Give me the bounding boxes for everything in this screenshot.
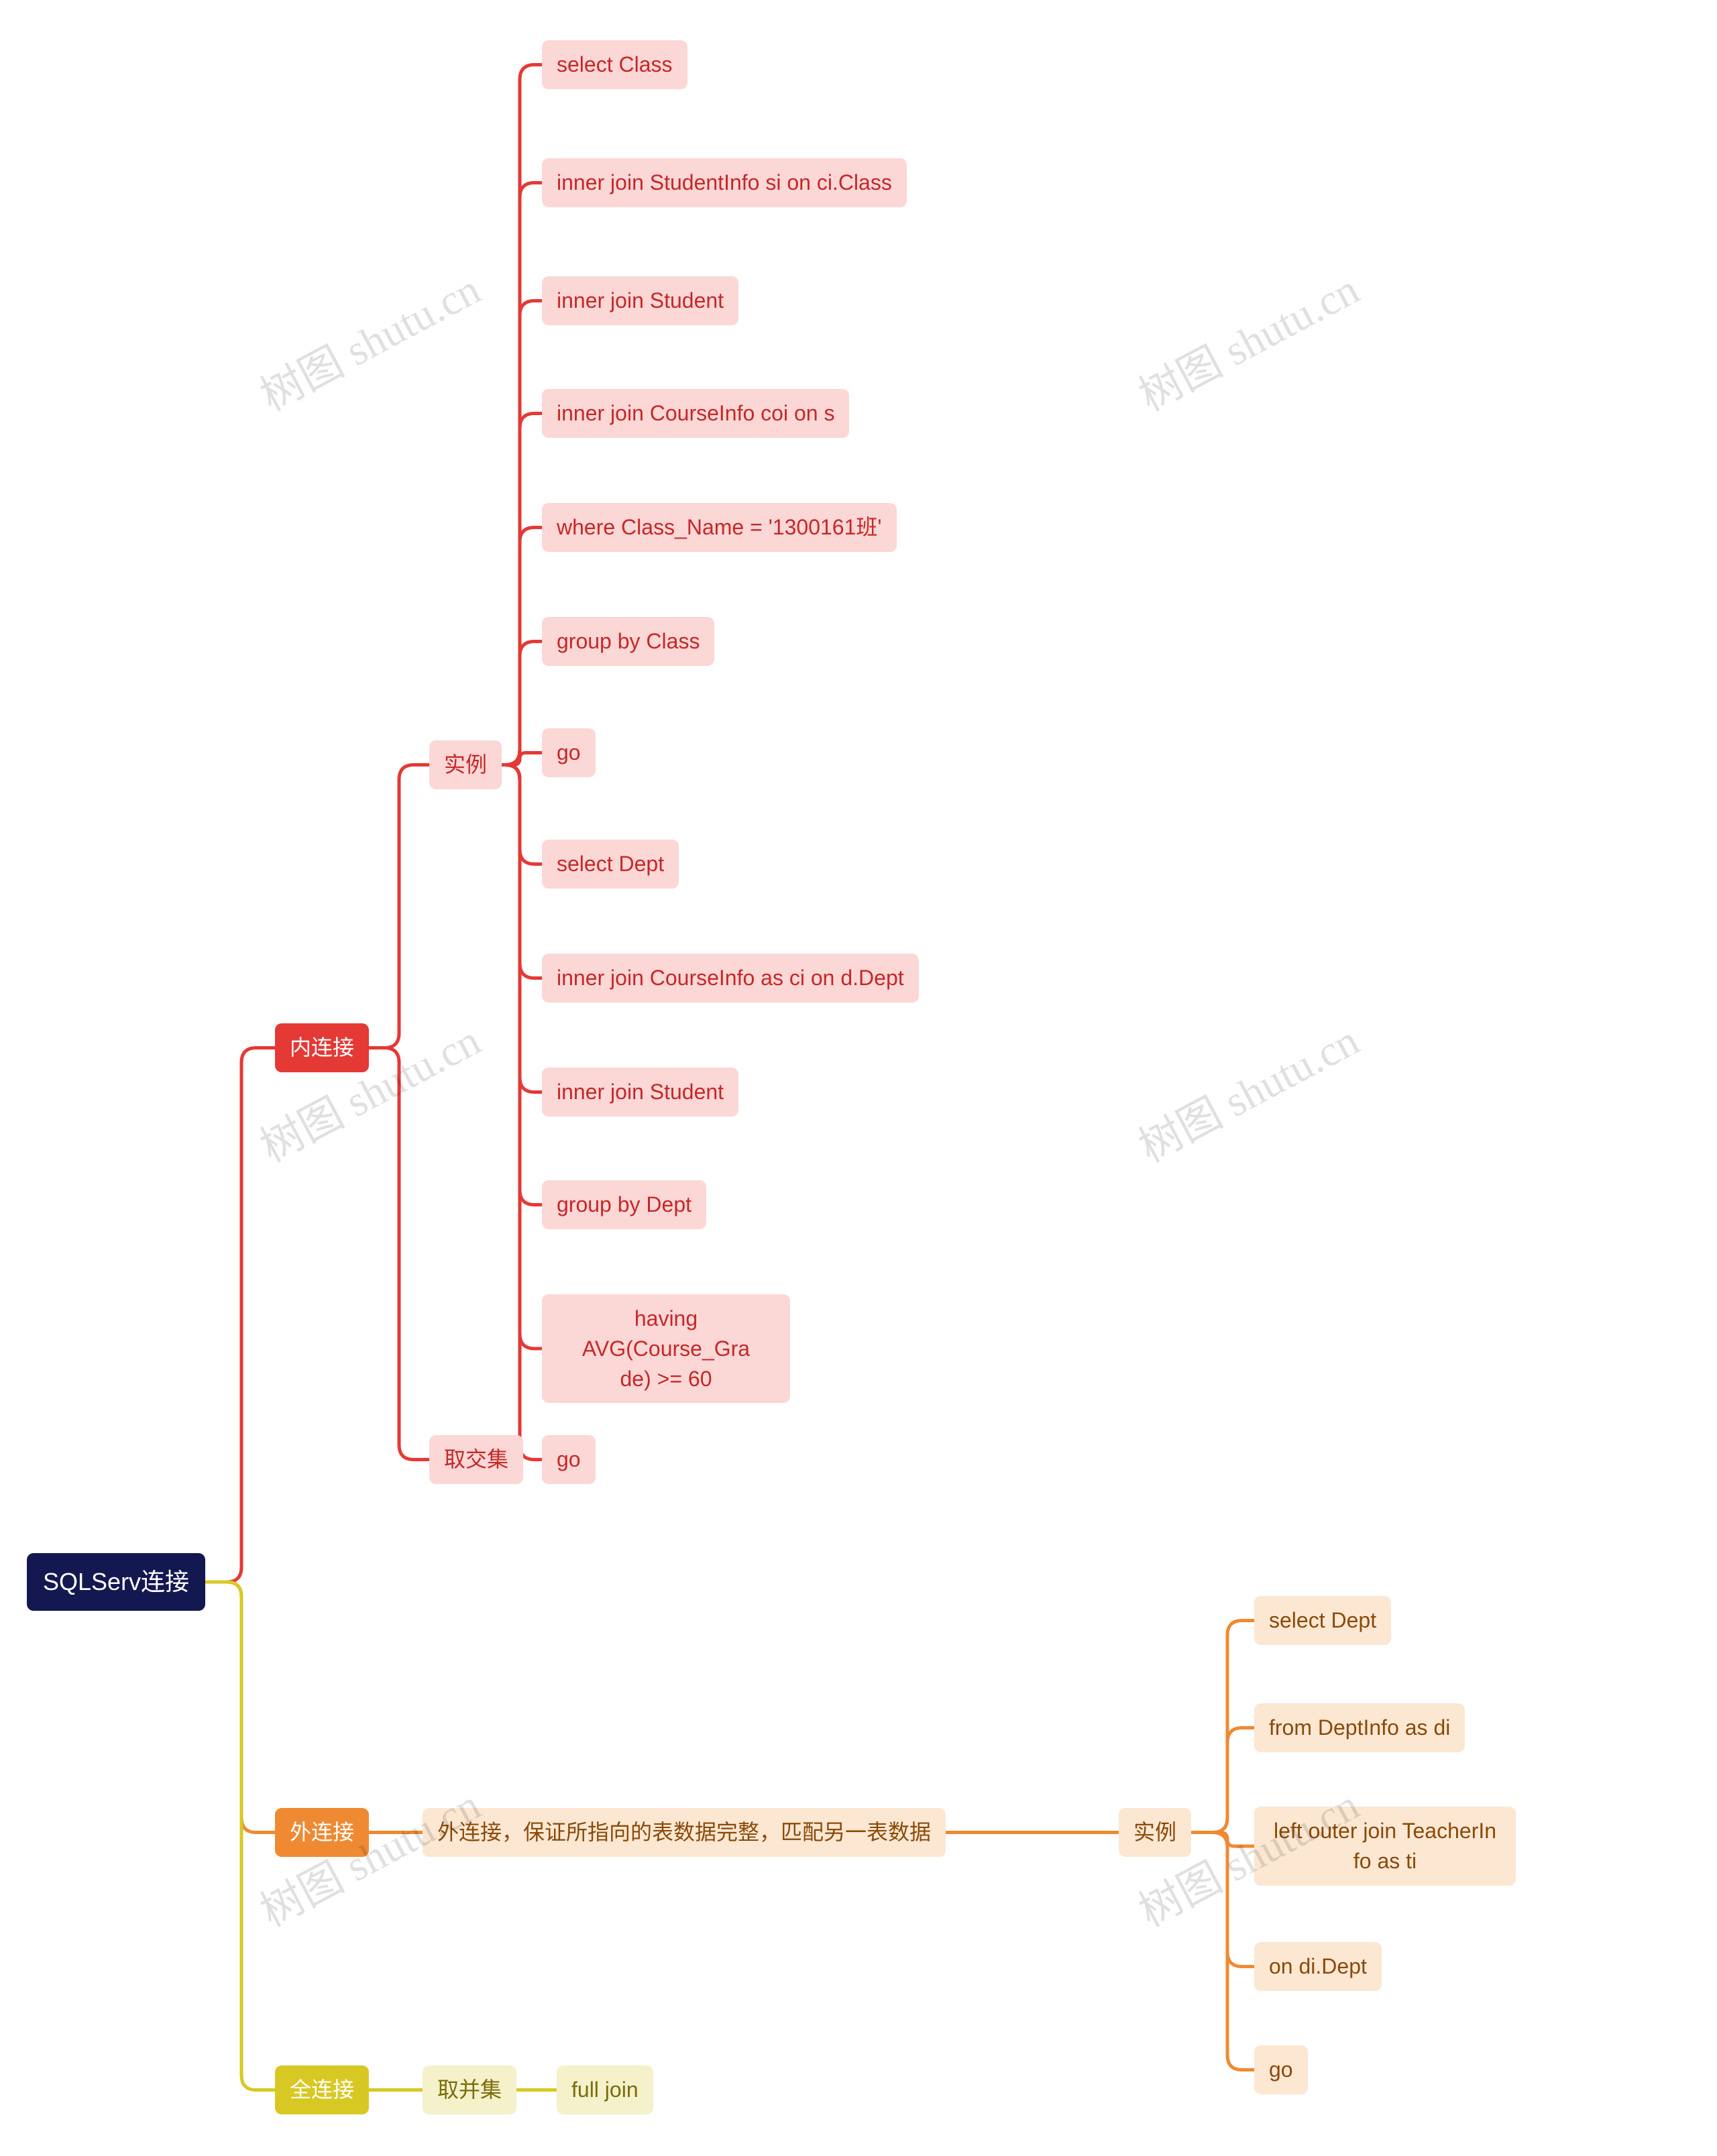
inner-leaf: having AVG(Course_Gra de) >= 60 xyxy=(542,1294,790,1403)
watermark: 树图 shutu.cn xyxy=(247,256,489,423)
outer-leaf: from DeptInfo as di xyxy=(1254,1703,1465,1752)
inner-leaf: go xyxy=(542,1435,596,1484)
branch-full: 全连接 xyxy=(275,2065,369,2114)
inner-leaf: select Dept xyxy=(542,840,679,889)
full-join: full join xyxy=(557,2065,653,2114)
inner-leaf: inner join CourseInfo coi on s xyxy=(542,389,849,438)
inner-leaf: inner join Student xyxy=(542,1068,738,1117)
outer-leaf: go xyxy=(1254,2045,1308,2094)
watermark: 树图 shutu.cn xyxy=(1126,256,1368,423)
inner-leaf: group by Dept xyxy=(542,1180,706,1229)
inner-leaf: inner join Student xyxy=(542,276,738,325)
branch-inner: 内连接 xyxy=(275,1023,369,1072)
inner-leaf: inner join StudentInfo si on ci.Class xyxy=(542,158,907,207)
inner-sub-example: 实例 xyxy=(429,740,502,789)
inner-leaf: group by Class xyxy=(542,617,714,666)
outer-leaf: left outer join TeacherIn fo as ti xyxy=(1254,1807,1516,1886)
inner-leaf: select Class xyxy=(542,40,687,89)
inner-leaf: go xyxy=(542,728,596,777)
outer-desc: 外连接，保证所指向的表数据完整，匹配另一表数据 xyxy=(423,1808,946,1857)
watermark: 树图 shutu.cn xyxy=(1126,1007,1368,1174)
full-union: 取并集 xyxy=(423,2065,516,2114)
root-node: SQLServ连接 xyxy=(27,1553,205,1611)
inner-leaf: where Class_Name = '1300161班' xyxy=(542,503,897,552)
branch-outer: 外连接 xyxy=(275,1808,369,1857)
outer-leaf: on di.Dept xyxy=(1254,1942,1382,1991)
outer-leaf: select Dept xyxy=(1254,1596,1391,1645)
inner-sub-intersect: 取交集 xyxy=(429,1435,523,1484)
inner-leaf: inner join CourseInfo as ci on d.Dept xyxy=(542,954,919,1003)
outer-sub-example: 实例 xyxy=(1119,1808,1191,1857)
